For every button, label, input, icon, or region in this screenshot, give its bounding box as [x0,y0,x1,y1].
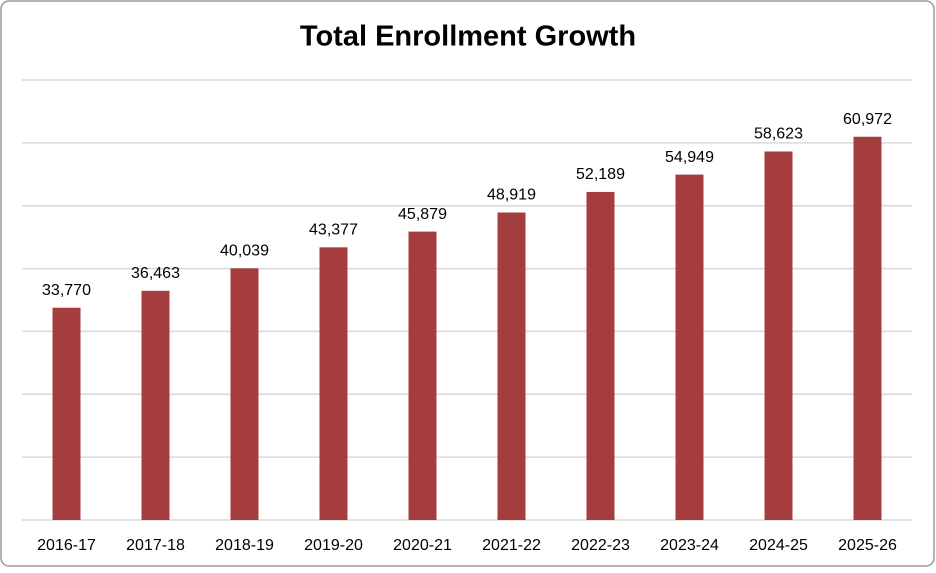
x-tick-label: 2025-26 [838,537,897,554]
data-label: 45,879 [398,206,447,223]
x-tick-label: 2022-23 [571,537,630,554]
x-tick-label: 2024-25 [749,537,808,554]
bar [52,307,81,520]
data-label: 60,972 [843,111,892,128]
bar [497,212,526,520]
bar [141,290,170,520]
data-label: 40,039 [220,243,269,260]
data-label: 52,189 [576,166,625,183]
data-label: 43,377 [309,222,358,239]
x-tick-label: 2018-19 [215,537,274,554]
bar [230,268,259,520]
x-tick-label: 2023-24 [660,537,719,554]
bar [319,247,348,520]
bar [675,174,704,520]
x-tick-label: 2016-17 [37,537,96,554]
data-label: 48,919 [487,187,536,204]
x-tick-label: 2017-18 [126,537,185,554]
x-tick-label: 2019-20 [304,537,363,554]
bar [408,231,437,520]
data-label: 58,623 [754,126,803,143]
data-label: 36,463 [131,265,180,282]
chart-title: Total Enrollment Growth [300,21,636,53]
x-tick-label: 2021-22 [482,537,541,554]
bar [764,151,793,520]
bar [586,191,615,520]
data-label: 33,770 [42,282,91,299]
data-label: 54,949 [665,149,714,166]
bar [853,136,882,520]
x-tick-label: 2020-21 [393,537,452,554]
